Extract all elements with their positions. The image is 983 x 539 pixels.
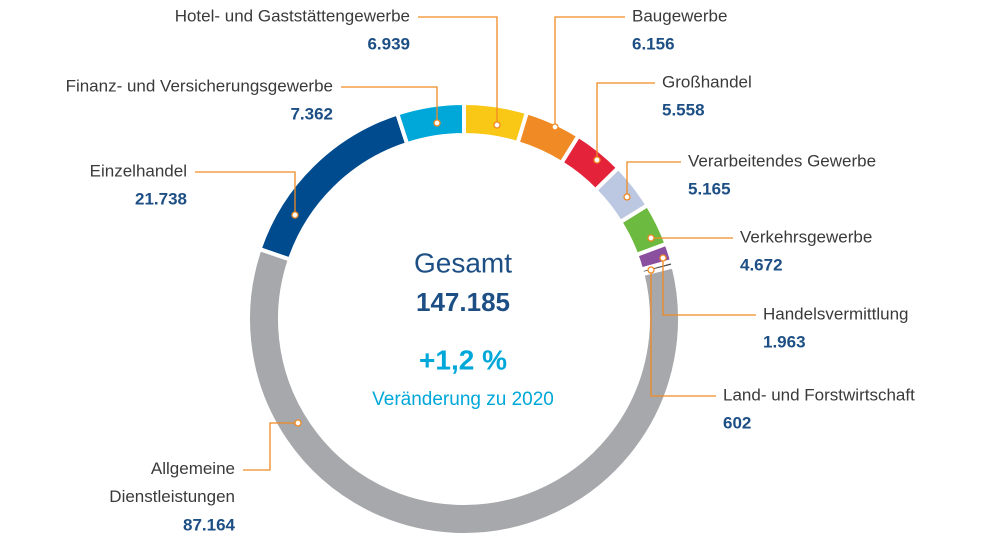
category-label: Land- und Forstwirtschaft: [723, 385, 915, 404]
leader-line: [596, 82, 655, 160]
category-label: Allgemeine Dienstleistungen: [109, 459, 235, 506]
category-label: Einzelhandel: [90, 161, 187, 180]
leader-line: [418, 16, 498, 125]
center-change-text: Veränderung zu 2020: [372, 389, 554, 410]
value-label: 6.156: [632, 34, 675, 53]
leader-line: [650, 270, 716, 397]
leader-line: [243, 422, 298, 471]
leader-dot: [551, 123, 559, 131]
leader-dot: [294, 419, 302, 427]
leader-dot: [433, 119, 441, 127]
category-label: Verkehrsgewerbe: [740, 227, 872, 246]
leader-dot: [291, 211, 299, 219]
value-label: 602: [723, 413, 751, 432]
leader-line: [626, 161, 681, 197]
value-label: 4.672: [740, 255, 783, 274]
value-label: 6.939: [367, 34, 410, 53]
value-label: 5.558: [662, 100, 705, 119]
leader-dot: [493, 121, 501, 129]
category-label: Baugewerbe: [632, 6, 727, 25]
leader-dot: [647, 234, 655, 242]
leader-dot: [623, 193, 631, 201]
leader-line: [662, 258, 756, 316]
value-label: 87.164: [183, 515, 236, 534]
category-label: Großhandel: [662, 72, 752, 91]
value-label: 1.963: [763, 332, 806, 351]
value-label: 7.362: [290, 104, 333, 123]
donut-segment: [394, 100, 466, 147]
leader-line: [195, 171, 296, 215]
leader-dot: [647, 266, 655, 274]
center-total: 147.185: [416, 287, 510, 317]
donut-segment: [257, 111, 410, 262]
category-label: Hotel- und Gaststättengewerbe: [175, 6, 410, 25]
category-label: Handelsvermittlung: [763, 304, 909, 323]
center-title: Gesamt: [414, 247, 512, 278]
leader-line: [341, 86, 438, 123]
category-label: Verarbeitendes Gewerbe: [688, 151, 876, 170]
center-change: +1,2 %: [419, 344, 507, 375]
value-label: 5.165: [688, 179, 731, 198]
value-label: 21.738: [135, 189, 187, 208]
donut-segment: [246, 246, 682, 537]
leader-dot: [593, 156, 601, 164]
category-label: Finanz- und Versicherungsgewerbe: [66, 76, 333, 95]
leader-line: [554, 16, 625, 127]
leader-dot: [659, 254, 667, 262]
